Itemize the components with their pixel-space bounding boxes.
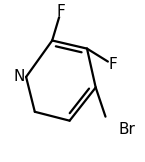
Text: N: N [13, 69, 25, 84]
Text: Br: Br [119, 122, 136, 137]
Text: F: F [109, 57, 117, 72]
Text: F: F [57, 4, 65, 19]
